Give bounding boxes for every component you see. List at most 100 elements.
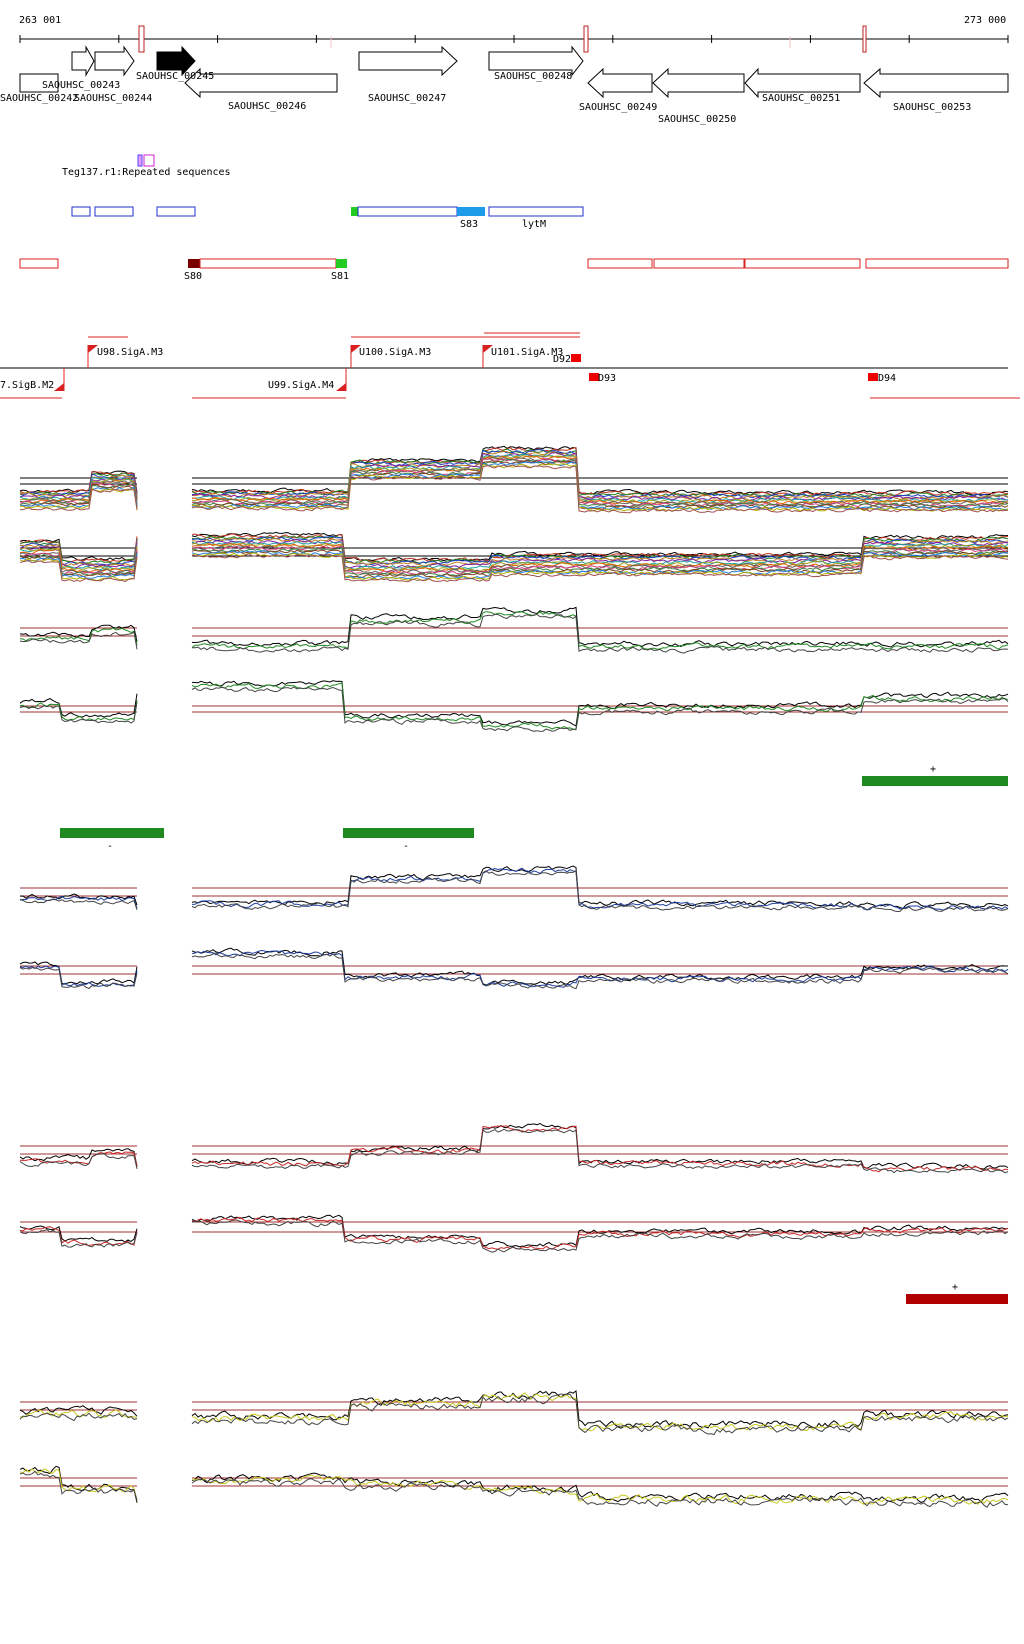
signal-line bbox=[19, 693, 138, 718]
signal-line bbox=[19, 536, 138, 563]
strand-bars: + - - + bbox=[60, 764, 1008, 1304]
strand-label-minus: - bbox=[107, 841, 113, 852]
gene-arrow-reverse[interactable] bbox=[652, 67, 745, 99]
feature-box[interactable] bbox=[357, 206, 458, 217]
feature-box[interactable] bbox=[19, 258, 59, 269]
gene-arrow[interactable] bbox=[71, 45, 95, 77]
feature-highlight[interactable] bbox=[457, 207, 485, 216]
feature-start-marker bbox=[351, 207, 358, 216]
signal-line bbox=[191, 458, 1009, 510]
gene-label[interactable]: SAOUHSC_00244 bbox=[74, 93, 152, 104]
promoter-flag[interactable] bbox=[336, 383, 346, 391]
signal-line bbox=[191, 1392, 1009, 1432]
gene-arrow-reverse[interactable] bbox=[863, 67, 1009, 99]
feature-box[interactable] bbox=[199, 258, 337, 269]
signal-line bbox=[19, 479, 138, 504]
gene-arrow-reverse[interactable] bbox=[587, 67, 653, 99]
promoter-flag[interactable] bbox=[483, 345, 493, 353]
signal-line bbox=[19, 898, 138, 910]
gene-label[interactable]: SAOUHSC_00242 bbox=[0, 93, 78, 104]
terminator-marker[interactable] bbox=[571, 354, 581, 362]
signal-line bbox=[191, 460, 1009, 511]
promoter-flag[interactable] bbox=[54, 383, 64, 391]
feature-box[interactable] bbox=[156, 206, 196, 217]
signal-line bbox=[19, 555, 138, 583]
gene-block[interactable] bbox=[19, 73, 59, 93]
signal-line bbox=[191, 537, 1009, 567]
repeat-marker[interactable] bbox=[137, 154, 143, 167]
repeat-track: Teg137.r1:Repeated sequences bbox=[62, 154, 231, 178]
gene-arrow[interactable] bbox=[488, 45, 584, 77]
gene-label[interactable]: SAOUHSC_00246 bbox=[228, 101, 306, 112]
promoter-label[interactable]: U100.SigA.M3 bbox=[359, 347, 431, 358]
promoter-flag[interactable] bbox=[88, 345, 98, 353]
segment-label: S81 bbox=[331, 271, 349, 282]
signal-line bbox=[19, 1229, 138, 1248]
signal-line bbox=[191, 1128, 1009, 1174]
promoter-label[interactable]: U98.SigA.M3 bbox=[97, 347, 163, 358]
gene-arrow-reverse[interactable] bbox=[184, 67, 338, 99]
gene-label[interactable]: SAOUHSC_00247 bbox=[368, 93, 446, 104]
gene-arrow-reverse[interactable] bbox=[744, 67, 861, 99]
gene-label[interactable]: SAOUHSC_00245 bbox=[136, 71, 214, 82]
signal-line bbox=[191, 1393, 1009, 1436]
signal-line bbox=[191, 535, 1009, 565]
signal-line bbox=[19, 548, 138, 573]
gene-label[interactable]: SAOUHSC_00253 bbox=[893, 102, 971, 113]
terminator-label[interactable]: D92 bbox=[553, 354, 571, 365]
terminator-marker[interactable] bbox=[868, 373, 878, 381]
strand-bar-plus[interactable] bbox=[862, 776, 1008, 786]
signal-line bbox=[19, 624, 138, 642]
promoter-label[interactable]: U101.SigA.M3 bbox=[491, 347, 563, 358]
promoter-track: U98.SigA.M3 U100.SigA.M3 U101.SigA.M3 7.… bbox=[0, 332, 1020, 399]
signal-line bbox=[19, 487, 138, 511]
promoter-label[interactable]: U99.SigA.M4 bbox=[268, 380, 334, 391]
feature-box[interactable] bbox=[94, 206, 134, 217]
signal-line bbox=[19, 553, 138, 579]
gene-label[interactable]: SAOUHSC_00243 bbox=[42, 80, 120, 91]
terminator-marker[interactable] bbox=[589, 373, 599, 381]
signal-line bbox=[19, 1409, 138, 1419]
terminator-label[interactable]: D93 bbox=[598, 373, 616, 384]
signal-line bbox=[20, 488, 138, 511]
signal-line bbox=[191, 445, 1009, 496]
strand-bar-minus[interactable] bbox=[60, 828, 164, 838]
signal-line bbox=[191, 869, 1009, 913]
strand-bar-plus[interactable] bbox=[906, 1294, 1008, 1304]
signal-line bbox=[19, 476, 138, 499]
feature-box[interactable] bbox=[71, 206, 91, 217]
signal-line bbox=[191, 538, 1009, 569]
marker-box-1 bbox=[138, 25, 145, 53]
strand-bar-minus[interactable] bbox=[343, 828, 474, 838]
gene-arrow[interactable] bbox=[358, 45, 458, 77]
signal-line bbox=[19, 1226, 138, 1247]
gene-label[interactable]: SAOUHSC_00250 bbox=[658, 114, 736, 125]
feature-box[interactable] bbox=[653, 258, 745, 269]
signal-line bbox=[191, 610, 1009, 650]
marker-box-3 bbox=[862, 25, 867, 53]
terminator-label[interactable]: D94 bbox=[878, 373, 896, 384]
signal-line bbox=[19, 895, 138, 909]
signal-line bbox=[19, 1465, 138, 1503]
segment-label: S80 bbox=[184, 271, 202, 282]
feature-box[interactable] bbox=[744, 258, 861, 269]
feature-box[interactable] bbox=[488, 206, 584, 217]
repeat-marker[interactable] bbox=[143, 154, 155, 167]
feature-box[interactable] bbox=[865, 258, 1009, 269]
feature-box[interactable] bbox=[587, 258, 653, 269]
promoter-flag[interactable] bbox=[351, 345, 361, 353]
gene-label[interactable]: SAOUHSC_00251 bbox=[762, 93, 840, 104]
signal-line bbox=[191, 1219, 1009, 1253]
signal-line bbox=[191, 1474, 1009, 1505]
promoter-label[interactable]: 7.SigB.M2 bbox=[0, 380, 54, 391]
signal-line bbox=[19, 552, 138, 578]
signal-line bbox=[191, 949, 1009, 988]
gene-arrow-highlighted[interactable] bbox=[156, 45, 196, 77]
signal-line bbox=[191, 606, 1009, 648]
gene-label[interactable]: SAOUHSC_00248 bbox=[494, 71, 572, 82]
signal-line bbox=[19, 961, 138, 985]
signal-line bbox=[191, 550, 1009, 580]
gene-label[interactable]: SAOUHSC_00249 bbox=[579, 102, 657, 113]
gene-arrow[interactable] bbox=[94, 45, 135, 77]
signal-line bbox=[19, 1148, 138, 1167]
